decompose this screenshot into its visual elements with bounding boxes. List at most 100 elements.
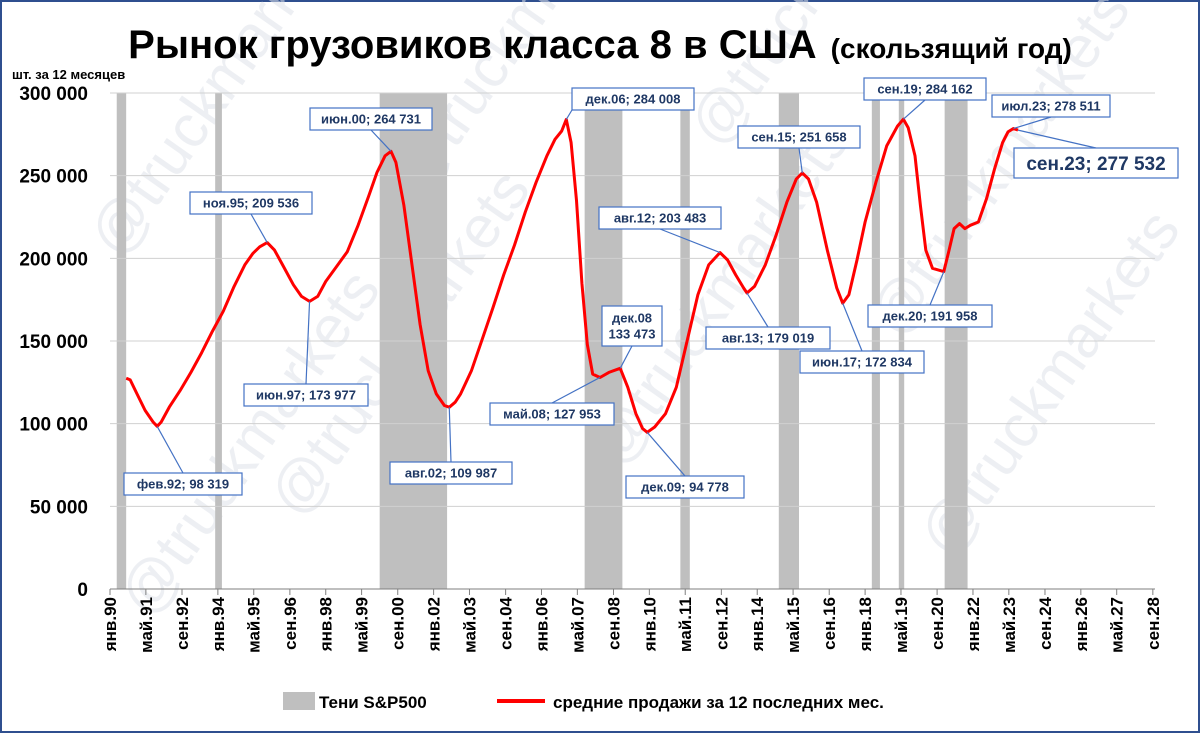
x-tick-label: сен.04: [497, 596, 516, 649]
annotation-label: июн.00; 264 731: [321, 112, 421, 127]
annotation-layer: фев.92; 98 319 ноя.95; 209 536 июн.97; 173…: [123, 77, 1179, 499]
x-tick-label: янв.22: [964, 597, 983, 652]
x-tick-label: янв.26: [1072, 597, 1091, 652]
annotation-leader: [929, 271, 945, 306]
annotation-box: [189, 191, 313, 215]
annotation-leader: [842, 303, 863, 352]
x-tick-label: май.23: [1000, 597, 1019, 653]
x-tick-label: янв.98: [317, 597, 336, 652]
annotation-label: дек.09; 94 778: [641, 480, 729, 495]
x-tick-label: май.07: [568, 597, 587, 653]
annotation-leader: [250, 213, 268, 243]
x-tick-label: сен.96: [281, 597, 300, 650]
annotation-box: [123, 472, 243, 496]
annotation-leader: [902, 99, 926, 120]
x-tick-label: сен.08: [604, 597, 623, 650]
annotation-box: [571, 87, 695, 111]
chart-subtitle: (скользящий год): [831, 33, 1072, 64]
annotation-label: авг.12; 203 483: [614, 211, 706, 226]
y-tick-layer: 0 50 000 100 000 150 000 200 000 250 000 300 0…: [19, 84, 88, 601]
annotation-box: [799, 350, 925, 374]
annotation-leader: [746, 292, 769, 328]
x-tick-label: янв.94: [209, 596, 228, 652]
annotation-label: ноя.95; 209 536: [203, 196, 299, 211]
x-tick-label: сен.16: [820, 597, 839, 650]
annotation-box: [601, 305, 663, 347]
annotation-label: дек.06; 284 008: [586, 92, 681, 107]
annotation-leader: [305, 301, 311, 385]
annotation-leader: [659, 228, 721, 254]
x-tick-label: сен.24: [1036, 596, 1055, 649]
x-tick-label: май.99: [353, 597, 372, 653]
annotation-label: дек.20; 191 958: [883, 309, 978, 324]
x-tick-label: сен.00: [389, 597, 408, 650]
x-tick-label: сен.28: [1144, 597, 1163, 650]
annotation-leader: [1017, 129, 1097, 149]
legend-swatch-shade: [283, 692, 315, 710]
annotation-label: авг.02; 109 987: [405, 466, 497, 481]
annotation-box: [625, 475, 745, 499]
x-tick-label: сен.12: [712, 597, 731, 650]
annotation-label: 133 473: [609, 327, 656, 342]
annotation-leader: [551, 376, 601, 404]
annotation-leader: [370, 129, 392, 152]
x-tick-label: янв.10: [640, 597, 659, 652]
annotation-box: [389, 461, 513, 485]
x-tick-label: май.91: [137, 597, 156, 653]
x-tick-label: янв.06: [532, 597, 551, 652]
annotation-leader: [619, 345, 633, 369]
annotation-box: [705, 326, 831, 350]
x-tick-label: янв.02: [425, 597, 444, 652]
y-tick-label: 0: [77, 580, 88, 601]
annotation-leader: [565, 109, 573, 120]
annotation-label: май.08; 127 953: [503, 407, 601, 422]
annotation-label: сен.23; 277 532: [1026, 154, 1165, 175]
y-tick-label: 250 000: [19, 167, 88, 188]
x-tick-label: сен.20: [928, 597, 947, 650]
y-tick-label: 200 000: [19, 249, 88, 270]
annotation-label: июл.23; 278 511: [1001, 99, 1100, 114]
annotation-box: [309, 107, 433, 131]
y-axis-label: шт. за 12 месяцев: [12, 67, 125, 82]
y-tick-label: 100 000: [19, 415, 88, 436]
annotation-leader: [798, 147, 803, 174]
x-tick-label: май.27: [1108, 597, 1127, 653]
annotation-box: [863, 77, 987, 101]
annotation-box: [598, 206, 722, 230]
annotation-leader: [646, 431, 686, 477]
annotation-leader: [1013, 116, 1052, 130]
annotation-box: [489, 402, 615, 426]
x-tick-label: май.03: [460, 597, 479, 653]
annotation-box: [1013, 147, 1179, 179]
chart-title: Рынок грузовиков класса 8 в США: [128, 23, 817, 67]
x-tick-label: май.19: [892, 597, 911, 653]
legend: Тени S&P500 средние продажи за 12 послед…: [283, 692, 884, 712]
annotation-box: [991, 94, 1111, 118]
annotation-label: дек.08: [612, 311, 652, 326]
x-tick-label: янв.90: [101, 597, 120, 652]
annotation-leader: [448, 407, 452, 463]
annotation-box: [243, 383, 369, 407]
y-tick-label: 50 000: [30, 497, 88, 518]
x-tick-layer: янв.90 май.91 сен.92 янв.94 май.95 сен.96 янв.…: [101, 589, 1163, 653]
annotation-label: сен.19; 284 162: [877, 82, 972, 97]
annotation-box: [867, 304, 993, 328]
annotation-box: [737, 125, 861, 149]
chart-title-group: Рынок грузовиков класса 8 в США (скользя…: [128, 23, 1072, 67]
series-line-sales: [125, 117, 1019, 434]
x-tick-label: янв.14: [748, 596, 767, 652]
x-tick-label: янв.18: [856, 597, 875, 652]
x-tick-label: сен.92: [173, 597, 192, 650]
annotation-label: июн.17; 172 834: [812, 355, 913, 370]
legend-label-shade: Тени S&P500: [319, 693, 427, 712]
annotation-label: фев.92; 98 319: [137, 477, 229, 492]
y-tick-label: 150 000: [19, 332, 88, 353]
x-tick-label: май.15: [784, 597, 803, 653]
annotation-label: июн.97; 173 977: [256, 388, 356, 403]
y-tick-label: 300 000: [19, 84, 88, 105]
legend-label-line: средние продажи за 12 последних мес.: [553, 693, 884, 712]
series-layer: [125, 117, 1019, 434]
annotation-label: авг.13; 179 019: [722, 331, 814, 346]
x-tick-label: май.11: [676, 597, 695, 652]
